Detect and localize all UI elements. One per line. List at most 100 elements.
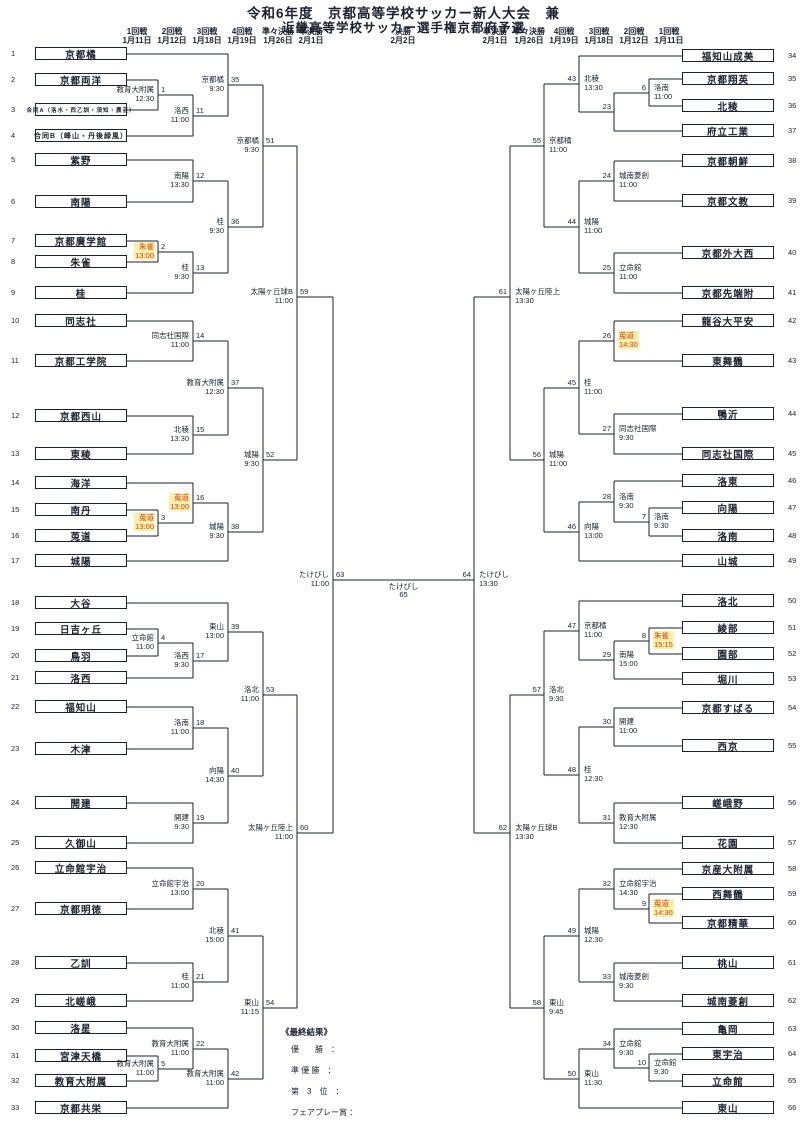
team-number: 41: [788, 288, 797, 297]
team-name: 鳥羽: [70, 651, 92, 663]
team-box: 開建: [35, 796, 127, 810]
team-box: 乙訓: [35, 956, 127, 970]
final-match-label: たけびし 65: [388, 582, 419, 599]
match-venue-time: 太陽ヶ丘陸上 11:00: [248, 823, 293, 841]
match-number: 60: [300, 823, 309, 832]
match-number: 47: [567, 621, 576, 630]
team-name: 福知山: [65, 702, 97, 714]
match-venue-time: 洛南 11:00: [654, 83, 673, 101]
legend-row: 準 優 勝 ：: [291, 1066, 336, 1075]
team-number: 52: [788, 649, 797, 658]
match-number: 25: [602, 263, 611, 272]
team-number: 11: [11, 356, 19, 365]
team-box: 城陽: [35, 554, 127, 568]
match-number: 31: [602, 813, 611, 822]
team-number: 3: [11, 105, 16, 114]
team-number: 59: [788, 889, 797, 898]
team-name: 洛星: [70, 1023, 92, 1035]
team-box: 京都両洋: [35, 73, 127, 87]
match-venue-time: 洛北 9:30: [549, 685, 564, 703]
team-box: 同志社国際: [682, 447, 774, 461]
match-venue-time: 城南菱創 11:00: [619, 171, 649, 189]
team-number: 17: [11, 556, 20, 565]
team-name: 立命館: [712, 1076, 744, 1088]
team-number: 22: [11, 702, 20, 711]
team-box: 府立工業: [682, 124, 774, 138]
team-name: 山城: [717, 556, 739, 568]
team-box: 海洋: [35, 476, 127, 490]
match-number: 8: [641, 631, 646, 640]
team-name: 東舞鶴: [712, 356, 744, 368]
team-number: 61: [788, 958, 797, 967]
team-number: 38: [788, 156, 797, 165]
match-venue-time: 東山 13:00: [205, 622, 224, 640]
team-number: 24: [11, 798, 20, 807]
team-box: 堀川: [682, 672, 774, 686]
team-box: 園部: [682, 647, 774, 661]
match-venue-time: 桂 9:30: [174, 263, 189, 281]
team-box: 京都廣学館: [35, 234, 127, 248]
match-number: 61: [498, 287, 507, 296]
team-name: 桃山: [717, 958, 739, 970]
round-header-left: 準々決勝 1月26日: [262, 27, 294, 45]
match-venue-time: 立命館 9:30: [619, 1039, 642, 1057]
match-number: 56: [532, 450, 541, 459]
team-number: 18: [11, 598, 20, 607]
team-box: 日吉ヶ丘: [35, 622, 127, 636]
team-name: 木津: [70, 744, 92, 756]
team-name: 鴨沂: [717, 409, 739, 421]
team-box: 合同A（洛水・西乙訓・須知・農芸）: [27, 103, 135, 116]
match-venue-time: 東山 9:45: [549, 998, 564, 1016]
match-venue-time: 向陽 13:00: [584, 522, 603, 540]
team-number: 45: [788, 449, 797, 458]
team-name: 京都先端附: [701, 288, 755, 300]
match-number: 13: [196, 263, 205, 272]
team-box: 西京: [682, 739, 774, 753]
team-box: 嵯峨野: [682, 796, 774, 810]
team-number: 57: [788, 838, 797, 847]
match-venue-time: 同志社国際 11:00: [151, 331, 190, 349]
match-venue-time: 教育大附属 11:00: [186, 1069, 225, 1087]
team-name: 京都精華: [706, 918, 749, 930]
match-number: 19: [196, 813, 205, 822]
team-name: 合同B（峰山・丹後緑風）: [33, 132, 129, 140]
team-name: 福知山成美: [701, 51, 755, 63]
team-number: 4: [11, 131, 16, 140]
round-header-left: 4回戦 1月19日: [227, 27, 257, 45]
match-venue-time: 太陽ヶ丘球B 11:00: [250, 287, 293, 305]
match-number: 35: [231, 75, 240, 84]
team-name: 洛北: [717, 596, 739, 608]
team-box: 合同B（峰山・丹後緑風）: [33, 129, 129, 142]
team-number: 56: [788, 798, 797, 807]
team-box: 南陽: [35, 195, 127, 209]
team-box: 西舞鶴: [682, 887, 774, 901]
team-number: 30: [11, 1023, 20, 1032]
team-name: 大谷: [70, 598, 92, 610]
team-name: 日吉ヶ丘: [59, 624, 102, 636]
team-number: 13: [11, 449, 20, 458]
match-venue-time: 開建 9:30: [174, 813, 189, 831]
match-venue-time: 桂 9:30: [209, 217, 224, 235]
match-number: 57: [532, 685, 541, 694]
team-number: 42: [788, 316, 797, 325]
match-number: 45: [567, 378, 576, 387]
team-name: 綾部: [717, 623, 739, 635]
match-number: 22: [196, 1039, 205, 1048]
round-header-right: 準々決勝 1月26日: [513, 27, 545, 45]
team-number: 54: [788, 703, 797, 712]
round-header-right: 1回戦 1月11日: [654, 27, 684, 45]
match-venue-time: 教育大附属 12:30: [619, 813, 657, 831]
team-number: 43: [788, 356, 797, 365]
match-number: 15: [196, 425, 205, 434]
team-box: 東山: [682, 1101, 774, 1115]
team-number: 53: [788, 674, 797, 683]
team-number: 60: [788, 918, 797, 927]
match-number: 32: [602, 879, 611, 888]
team-number: 31: [11, 1051, 20, 1060]
team-number: 66: [788, 1103, 797, 1112]
team-number: 9: [11, 288, 16, 297]
match-venue-time: 南陽 15:00: [619, 650, 638, 668]
page-title: 令和6年度 京都高等学校サッカー新人大会 兼: [246, 6, 560, 21]
match-number: 42: [231, 1069, 240, 1078]
round-header-right: 準決勝 2月1日: [482, 27, 508, 45]
